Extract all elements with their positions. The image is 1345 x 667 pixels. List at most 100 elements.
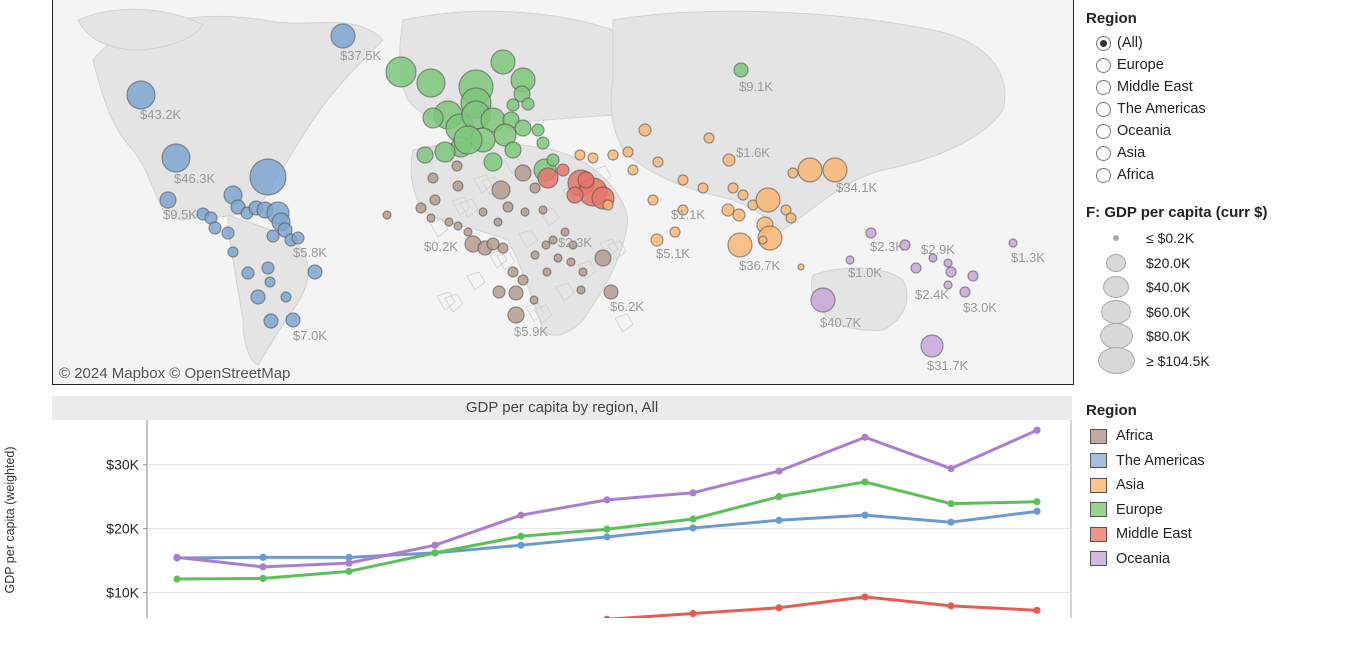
- country-bubble[interactable]: [538, 205, 548, 215]
- country-bubble[interactable]: [602, 199, 614, 211]
- country-bubble[interactable]: [277, 222, 293, 238]
- country-bubble[interactable]: [638, 123, 652, 137]
- data-point[interactable]: [947, 464, 955, 473]
- country-bubble[interactable]: [865, 227, 877, 239]
- country-bubble[interactable]: [514, 119, 532, 137]
- country-bubble[interactable]: [787, 167, 799, 179]
- data-point[interactable]: [861, 433, 869, 441]
- country-bubble[interactable]: [587, 152, 599, 164]
- data-point[interactable]: [1033, 426, 1041, 434]
- country-bubble[interactable]: [566, 186, 584, 204]
- country-bubble[interactable]: [330, 23, 356, 49]
- country-bubble[interactable]: [910, 262, 922, 274]
- country-bubble[interactable]: [652, 156, 664, 168]
- data-point[interactable]: [517, 511, 525, 519]
- country-bubble[interactable]: [560, 227, 570, 237]
- country-bubble[interactable]: [493, 217, 503, 227]
- country-bubble[interactable]: [249, 158, 287, 196]
- country-bubble[interactable]: [126, 80, 156, 110]
- data-point[interactable]: [517, 541, 525, 549]
- country-bubble[interactable]: [845, 255, 855, 265]
- color-legend-item[interactable]: Africa: [1086, 424, 1336, 449]
- country-bubble[interactable]: [677, 174, 689, 186]
- country-bubble[interactable]: [266, 229, 280, 243]
- country-bubble[interactable]: [385, 56, 417, 88]
- country-bubble[interactable]: [508, 285, 524, 301]
- radio-button[interactable]: [1096, 101, 1111, 117]
- country-bubble[interactable]: [486, 237, 500, 251]
- data-point[interactable]: [689, 515, 697, 523]
- country-bubble[interactable]: [722, 153, 736, 167]
- country-bubble[interactable]: [502, 201, 514, 213]
- country-bubble[interactable]: [556, 163, 570, 177]
- country-bubble[interactable]: [537, 167, 559, 189]
- data-point[interactable]: [603, 615, 611, 618]
- country-bubble[interactable]: [797, 263, 805, 271]
- country-bubble[interactable]: [434, 141, 456, 163]
- region-option[interactable]: (All): [1086, 32, 1336, 54]
- country-bubble[interactable]: [427, 172, 439, 184]
- data-point[interactable]: [947, 500, 955, 508]
- country-bubble[interactable]: [422, 107, 444, 129]
- radio-button[interactable]: [1096, 79, 1111, 95]
- data-point[interactable]: [1033, 507, 1041, 515]
- country-bubble[interactable]: [507, 306, 525, 324]
- data-point[interactable]: [603, 496, 611, 504]
- country-bubble[interactable]: [530, 250, 540, 260]
- data-point[interactable]: [431, 549, 439, 557]
- data-point[interactable]: [345, 553, 353, 561]
- world-map[interactable]: $37.5K $43.2K $46.3K $9.5K $5.8K $7.0K $9.1K $1…: [52, 0, 1074, 385]
- country-bubble[interactable]: [737, 189, 749, 201]
- data-point[interactable]: [345, 567, 353, 575]
- country-bubble[interactable]: [822, 157, 848, 183]
- country-bubble[interactable]: [507, 266, 519, 278]
- country-bubble[interactable]: [785, 212, 797, 224]
- country-bubble[interactable]: [250, 289, 266, 305]
- country-bubble[interactable]: [161, 143, 191, 173]
- country-bubble[interactable]: [797, 157, 823, 183]
- country-bubble[interactable]: [453, 221, 463, 231]
- country-bubble[interactable]: [669, 226, 681, 238]
- region-option[interactable]: Middle East: [1086, 76, 1336, 98]
- country-bubble[interactable]: [514, 164, 532, 182]
- country-bubble[interactable]: [426, 213, 436, 223]
- country-bubble[interactable]: [542, 267, 552, 277]
- data-point[interactable]: [861, 511, 869, 519]
- color-legend-item[interactable]: Asia: [1086, 473, 1336, 498]
- color-legend-item[interactable]: Middle East: [1086, 522, 1336, 547]
- country-bubble[interactable]: [429, 194, 441, 206]
- country-bubble[interactable]: [959, 286, 971, 298]
- data-point[interactable]: [1033, 606, 1041, 614]
- country-bubble[interactable]: [227, 246, 239, 258]
- country-bubble[interactable]: [241, 266, 255, 280]
- data-point[interactable]: [689, 609, 697, 618]
- country-bubble[interactable]: [517, 274, 529, 286]
- country-bubble[interactable]: [943, 280, 953, 290]
- country-bubble[interactable]: [553, 253, 563, 263]
- country-bubble[interactable]: [703, 132, 715, 144]
- country-bubble[interactable]: [647, 194, 659, 206]
- country-bubble[interactable]: [755, 187, 781, 213]
- country-bubble[interactable]: [261, 261, 275, 275]
- country-bubble[interactable]: [627, 164, 639, 176]
- country-bubble[interactable]: [1008, 238, 1018, 248]
- country-bubble[interactable]: [264, 276, 276, 288]
- country-bubble[interactable]: [529, 182, 541, 194]
- data-point[interactable]: [775, 604, 783, 612]
- country-bubble[interactable]: [574, 149, 586, 161]
- color-legend-item[interactable]: Europe: [1086, 498, 1336, 523]
- data-point[interactable]: [603, 525, 611, 533]
- country-bubble[interactable]: [810, 287, 836, 313]
- data-point[interactable]: [259, 553, 267, 561]
- country-bubble[interactable]: [416, 68, 446, 98]
- country-bubble[interactable]: [478, 207, 488, 217]
- country-bubble[interactable]: [607, 149, 619, 161]
- radio-button[interactable]: [1096, 57, 1111, 73]
- data-point[interactable]: [775, 516, 783, 524]
- data-point[interactable]: [861, 478, 869, 486]
- country-bubble[interactable]: [159, 191, 177, 209]
- country-bubble[interactable]: [263, 313, 279, 329]
- country-bubble[interactable]: [576, 285, 586, 295]
- country-bubble[interactable]: [650, 233, 664, 247]
- country-bubble[interactable]: [504, 141, 522, 159]
